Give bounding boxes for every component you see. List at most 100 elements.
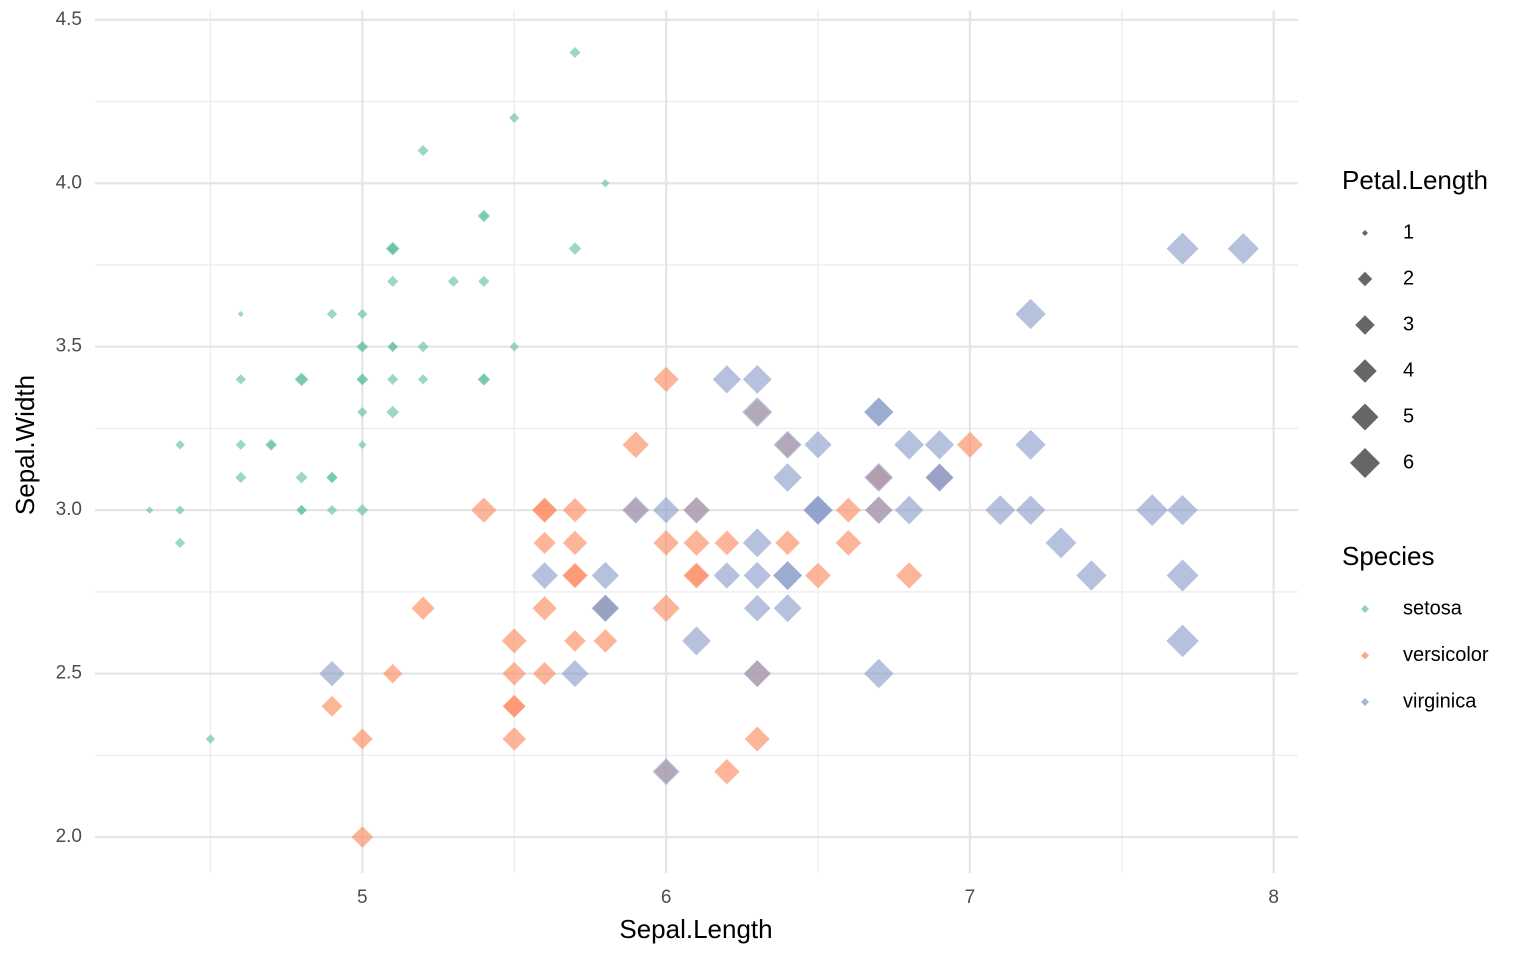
point xyxy=(985,495,1016,526)
point xyxy=(294,372,309,387)
point xyxy=(744,726,770,752)
point xyxy=(714,759,740,785)
point xyxy=(411,596,435,620)
point xyxy=(357,308,368,320)
legend-color-label: setosa xyxy=(1403,597,1463,619)
point xyxy=(683,529,710,556)
point xyxy=(773,463,802,492)
size-legend-title: Petal.Length xyxy=(1342,165,1488,195)
point xyxy=(622,496,650,524)
point xyxy=(356,340,369,353)
point xyxy=(713,562,741,589)
point xyxy=(358,440,367,449)
point xyxy=(235,374,246,385)
point xyxy=(956,431,983,458)
point xyxy=(652,758,680,786)
point xyxy=(471,497,497,523)
point xyxy=(894,495,924,525)
legend-color-key xyxy=(1361,605,1369,613)
point xyxy=(805,562,831,589)
point xyxy=(479,211,489,221)
color-legend-title: Species xyxy=(1342,541,1435,571)
point xyxy=(533,662,557,686)
point xyxy=(742,528,772,558)
point xyxy=(775,530,800,556)
point xyxy=(531,562,558,589)
point xyxy=(387,373,399,385)
point xyxy=(835,497,861,523)
point xyxy=(773,594,802,623)
marks xyxy=(146,46,1259,848)
point xyxy=(601,179,610,188)
point xyxy=(502,661,527,686)
point xyxy=(478,275,490,287)
point xyxy=(175,505,185,515)
point xyxy=(326,471,338,483)
x-tick-label: 6 xyxy=(661,887,672,908)
legend-size-label: 3 xyxy=(1403,313,1414,335)
point xyxy=(593,629,618,653)
point xyxy=(1015,298,1046,330)
point xyxy=(326,505,338,516)
point xyxy=(502,727,527,751)
point xyxy=(743,561,771,590)
point xyxy=(235,471,247,483)
point xyxy=(835,530,862,556)
point xyxy=(265,438,278,451)
point xyxy=(653,366,679,393)
point xyxy=(653,530,679,556)
point xyxy=(532,498,557,523)
point xyxy=(562,498,588,523)
point xyxy=(351,728,373,750)
point xyxy=(714,530,740,556)
point xyxy=(864,463,894,492)
point xyxy=(563,563,587,588)
x-tick-label: 5 xyxy=(357,887,368,908)
point xyxy=(503,695,526,718)
point xyxy=(175,440,185,450)
legend-size-key xyxy=(1362,230,1368,236)
point xyxy=(387,275,399,287)
point xyxy=(561,660,589,688)
legend-size-label: 1 xyxy=(1403,221,1414,243)
point xyxy=(804,496,832,524)
point xyxy=(591,561,620,590)
point xyxy=(864,496,893,524)
point xyxy=(569,46,581,59)
legend-size-key xyxy=(1355,315,1375,335)
point xyxy=(386,242,399,255)
x-tick-label: 8 xyxy=(1268,887,1279,908)
y-axis-title: Sepal.Width xyxy=(10,375,40,515)
point xyxy=(682,626,711,656)
legend-size-key xyxy=(1350,448,1380,478)
point xyxy=(235,439,246,450)
point xyxy=(357,406,368,418)
legend-size-label: 4 xyxy=(1403,359,1414,381)
point xyxy=(532,596,557,621)
point xyxy=(319,660,345,687)
x-tick-label: 7 xyxy=(965,887,976,908)
point xyxy=(1227,233,1259,265)
point xyxy=(509,342,519,352)
point xyxy=(564,630,586,652)
point xyxy=(295,471,308,484)
point xyxy=(351,826,374,848)
y-tick-label: 4.5 xyxy=(56,9,82,30)
legend-color-label: virginica xyxy=(1403,690,1477,712)
legend-size-label: 6 xyxy=(1403,451,1414,473)
point xyxy=(326,308,338,320)
point xyxy=(804,431,832,459)
legend-color-key xyxy=(1361,698,1369,706)
point xyxy=(501,628,527,654)
point xyxy=(447,275,460,287)
point xyxy=(417,341,429,353)
legend-size-label: 2 xyxy=(1403,267,1414,289)
legend-size-key xyxy=(1353,359,1377,383)
point xyxy=(296,505,307,516)
grid xyxy=(95,10,1298,873)
point xyxy=(1166,559,1199,592)
point xyxy=(1015,495,1046,525)
y-tick-label: 4.0 xyxy=(56,172,82,193)
point xyxy=(924,430,955,460)
point xyxy=(652,496,680,524)
